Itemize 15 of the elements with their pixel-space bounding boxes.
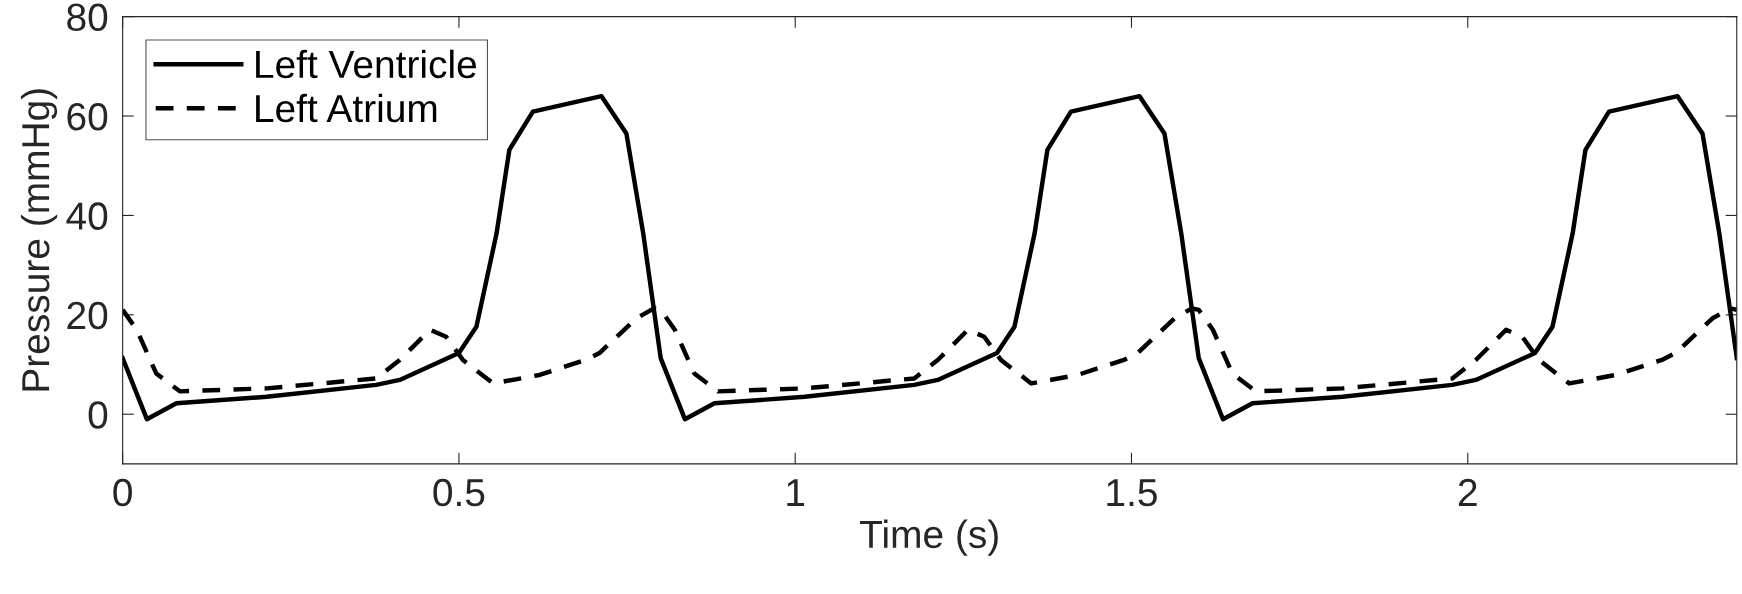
legend-label: Left Ventricle <box>256 49 477 79</box>
x-tick-label: 0 <box>113 478 132 507</box>
y-tick-label: 60 <box>67 102 108 131</box>
y-tick-label: 80 <box>67 3 108 32</box>
y-axis-title: Pressure (mmHg) <box>20 89 58 391</box>
x-axis-title: Time (s) <box>860 519 998 556</box>
x-tick-label: 2 <box>1458 478 1477 506</box>
y-tick-label: 40 <box>66 202 108 230</box>
legend-label: Left Atrium <box>256 93 437 123</box>
y-tick-label: 20 <box>67 301 108 330</box>
y-tick-label: 0 <box>88 401 108 429</box>
x-tick-label: 0.5 <box>433 478 485 507</box>
line-series <box>122 93 1737 422</box>
x-tick-label: 1.5 <box>1107 479 1157 507</box>
x-tick-label: 1 <box>787 479 805 506</box>
